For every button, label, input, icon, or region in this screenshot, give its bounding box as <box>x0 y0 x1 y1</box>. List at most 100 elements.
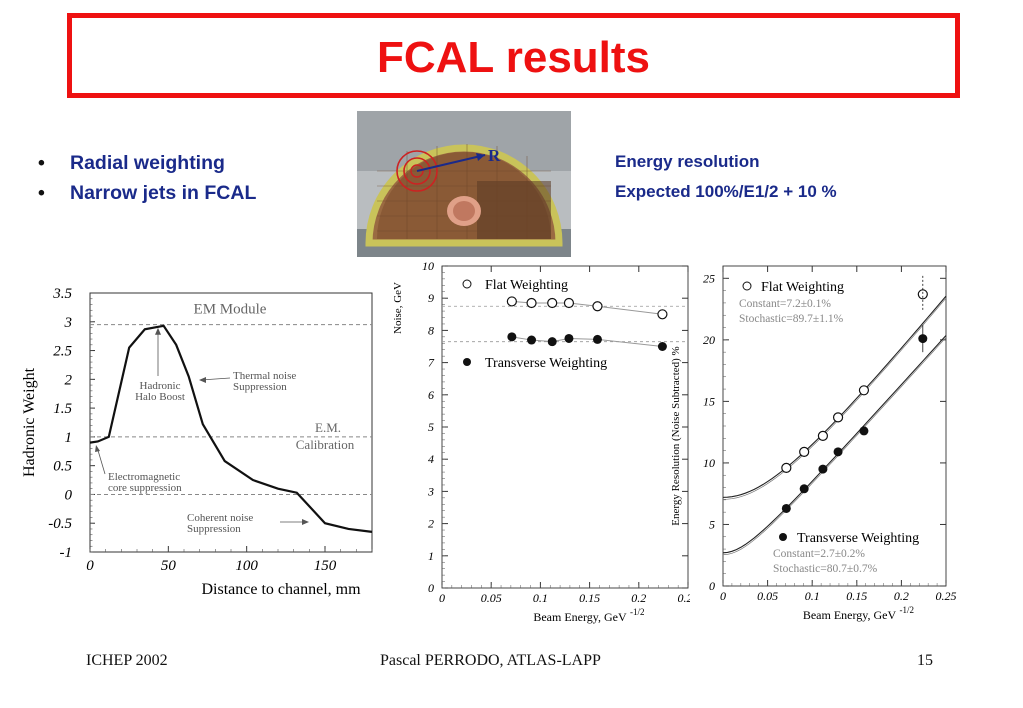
y-tick-label: 3 <box>64 315 73 331</box>
y-tick-label: 2 <box>65 372 73 388</box>
title-box: FCAL results <box>67 13 960 98</box>
y-tick-label: 2.5 <box>53 344 72 360</box>
weight-curve-line <box>89 324 373 533</box>
fit-curve-band <box>722 337 947 556</box>
y-tick-label: 0.5 <box>53 459 72 475</box>
x-tick-label: 0 <box>720 589 726 603</box>
x-tick-label: 150 <box>314 558 337 574</box>
fcal-photo: R <box>357 111 571 257</box>
transverse-weighting-point <box>657 342 667 351</box>
transverse-weighting-point <box>818 464 828 474</box>
x-tick-label: 0.2 <box>894 589 909 603</box>
legend-marker-flat <box>742 281 752 291</box>
transverse-weighting-point <box>507 332 517 342</box>
hadronic-weight-chart: 3.5 3 2.5 2 1.5 1 0.5 0 -0.5 -1 0 50 100 150 Distance … <box>21 286 373 598</box>
legend-marker-flat <box>462 279 472 289</box>
transverse-weighting-point <box>859 426 869 436</box>
flat-weighting-point <box>592 301 603 312</box>
y-tick-label: 7 <box>428 356 435 370</box>
flat-weighting-point <box>832 412 844 423</box>
ref-label-em-module: EM Module <box>194 302 267 318</box>
annotation-coherent-noise: Suppression <box>187 523 241 535</box>
bullet-item: • Narrow jets in FCAL <box>38 178 256 208</box>
y-tick-label: 8 <box>428 323 434 337</box>
y-tick-label: 20 <box>703 333 715 347</box>
y-tick-label: -0.5 <box>48 516 72 532</box>
y-tick-label: 10 <box>703 456 715 470</box>
energy-resolution-title: Energy resolution <box>615 152 760 171</box>
annotation-halo-boost: Halo Boost <box>135 391 185 403</box>
bullet-dot-icon: • <box>38 152 45 174</box>
fit-stochastic-label-flat: Stochastic=89.7±1.1% <box>739 313 844 325</box>
x-tick-label: 0.1 <box>805 589 820 603</box>
legend-marker-transverse <box>463 358 471 366</box>
annotation-arrowhead <box>95 445 100 452</box>
y-tick-label: 2 <box>428 517 434 531</box>
y-tick-label: 0 <box>428 581 434 595</box>
y-tick-label: 1 <box>65 430 73 446</box>
y-axis-label: Hadronic Weight <box>21 367 38 477</box>
y-tick-label: 9 <box>428 291 434 305</box>
transverse-weighting-point <box>527 335 537 345</box>
legend-label-flat: Flat Weighting <box>761 280 844 295</box>
y-tick-label: 10 <box>422 259 434 273</box>
y-tick-label: 4 <box>428 452 434 466</box>
x-axis-label-exponent: -1/2 <box>630 607 645 617</box>
bullet-list: • Radial weighting • Narrow jets in FCAL <box>38 148 256 208</box>
y-tick-label: 25 <box>703 271 715 285</box>
legend-label-flat: Flat Weighting <box>485 278 568 293</box>
y-tick-label: 15 <box>703 394 715 408</box>
photo-radius-label: R <box>488 146 501 165</box>
x-tick-label: 0.05 <box>481 591 502 605</box>
energy-resolution-expected: Expected 100%/E1/2 + 10 % <box>615 182 837 201</box>
fit-curve-line <box>722 335 947 554</box>
bullet-text: Radial weighting <box>70 152 225 174</box>
flat-weighting-point <box>657 309 668 320</box>
y-tick-label: 5 <box>428 420 434 434</box>
slide-title: FCAL results <box>376 33 651 82</box>
x-tick-label: 0 <box>86 558 94 574</box>
x-tick-label: 0.2 <box>631 591 646 605</box>
flat-weighting-point <box>563 297 575 309</box>
noise-chart: 0 1 2 3 4 5 6 7 8 9 10 0 0.05 0.1 0.15 0.2 0.25 Beam Ener… <box>392 259 691 624</box>
x-axis-label: Distance to channel, mm <box>201 581 361 598</box>
y-axis-label: Energy Resolution (Noise Subtracted) % <box>670 346 682 525</box>
footer-center: Pascal PERRODO, ATLAS-LAPP <box>380 652 601 669</box>
x-axis-label-exponent: -1/2 <box>900 605 915 615</box>
x-tick-label: 0.25 <box>936 589 957 603</box>
annotation-thermal-noise: Suppression <box>233 381 287 393</box>
footer-left: ICHEP 2002 <box>86 652 168 669</box>
annotation-halo-boost: Hadronic <box>140 380 181 392</box>
transverse-weighting-point <box>564 333 574 343</box>
x-tick-label: 50 <box>161 558 177 574</box>
flat-weighting-point <box>858 385 870 396</box>
legend-label-transverse: Transverse Weighting <box>797 531 919 546</box>
y-tick-label: 6 <box>428 388 434 402</box>
transverse-weighting-point <box>833 447 843 457</box>
flat-weighting-point <box>506 296 517 307</box>
y-tick-label: 1.5 <box>53 401 72 417</box>
footer-right: 15 <box>917 652 933 669</box>
annotation-arrowhead <box>302 519 309 525</box>
flat-weighting-point <box>817 430 829 441</box>
legend-marker-transverse <box>779 533 787 541</box>
annotation-coherent-noise: Coherent noise <box>187 512 253 524</box>
y-tick-label: 3 <box>427 484 434 498</box>
x-axis-label: Beam Energy, GeV <box>803 608 897 622</box>
transverse-weighting-point <box>547 337 557 347</box>
ref-label-calibration: Calibration <box>296 437 355 452</box>
transverse-weighting-point <box>799 484 809 494</box>
energy-resolution-chart: 0 5 10 15 20 25 0 0.05 0.1 0.15 0.2 0.25 Beam Energy… <box>670 265 957 622</box>
annotation-thermal-noise: Thermal noise <box>233 370 296 382</box>
flat-weighting-point <box>781 462 792 473</box>
legend-label-transverse: Transverse Weighting <box>485 356 607 371</box>
flat-weighting-point <box>547 297 558 309</box>
energy-resolution-block: Energy resolution Expected 100%/E1/2 + 1… <box>615 147 837 207</box>
y-tick-label: 1 <box>428 549 434 563</box>
x-tick-label: 0.25 <box>678 591 691 605</box>
x-axis-label: Beam Energy, GeV <box>533 610 627 624</box>
fit-constant-label-flat: Constant=7.2±0.1% <box>739 298 831 310</box>
x-tick-label: 100 <box>235 558 258 574</box>
fit-curve-band <box>722 297 947 500</box>
bullet-item: • Radial weighting <box>38 148 256 178</box>
